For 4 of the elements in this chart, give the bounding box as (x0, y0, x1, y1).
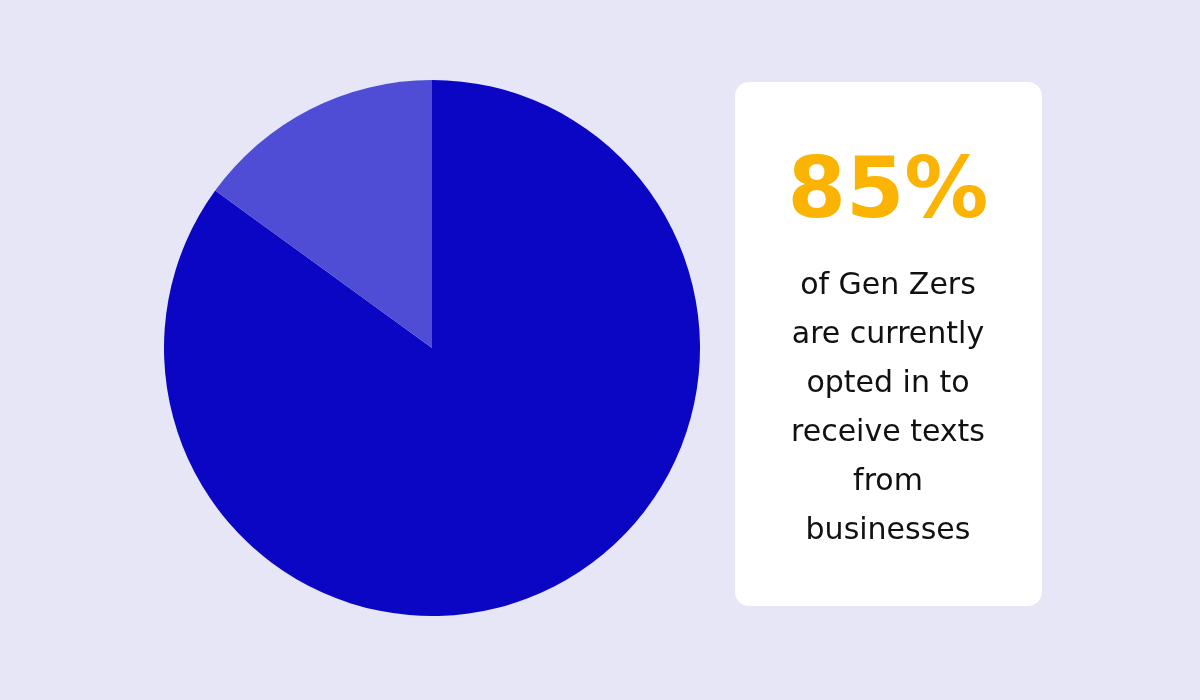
pie-slice (164, 80, 700, 616)
pie-slice (215, 80, 432, 348)
text: 85% (787, 139, 989, 237)
text: of Gen Zers are currently opted in to receive texts from businesses (790, 266, 986, 546)
